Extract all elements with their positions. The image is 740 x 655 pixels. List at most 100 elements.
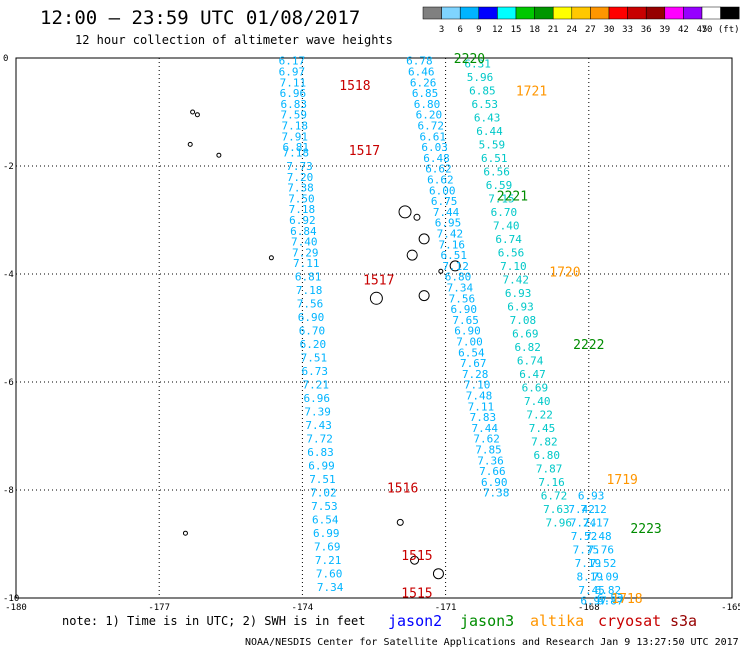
island-outline	[418, 290, 430, 302]
wave-height-point: 6.83	[307, 446, 334, 459]
footer-credit: NOAA/NESDIS Center for Satellite Applica…	[245, 637, 739, 648]
wave-height-point: 7.60	[316, 568, 343, 581]
wave-height-point: 6.81	[282, 141, 309, 154]
island-outline	[268, 255, 274, 261]
wave-height-point: 7.67	[460, 357, 487, 370]
wave-height-point: 7.45	[529, 422, 556, 435]
island-outline	[396, 518, 404, 526]
pass-time-label: 1516	[387, 481, 418, 496]
plot-area: -180 -177 -174 -171 -168 -165 0 -2 -4 -6 -8 -10 6.17…	[3, 52, 740, 613]
wave-height-point: 7.45	[578, 584, 605, 597]
wave-height-point: 7.43	[305, 419, 332, 432]
colorbar-label: 15	[511, 25, 522, 35]
wave-height-point: 6.48	[423, 152, 450, 165]
wave-height-point: 6.46	[408, 66, 435, 79]
wave-height-point: 6.31	[464, 57, 491, 70]
wave-height-point: 6.53	[471, 98, 498, 111]
island-outline	[438, 268, 444, 274]
island-outline	[432, 568, 444, 580]
wave-height-point: 6.80	[534, 449, 561, 462]
footer-note: note: 1) Time is in UTC; 2) SWH is in fe…	[62, 614, 365, 628]
wave-height-point: 7.76	[587, 543, 614, 556]
page-title: 12:00 – 23:59 UTC 01/08/2017	[40, 7, 360, 29]
wave-height-point: 6.93	[505, 287, 532, 300]
colorbar-swatch	[497, 6, 517, 20]
wave-height-point: 7.73	[286, 160, 313, 173]
satellite-legend-jason2: jason2	[388, 612, 442, 630]
wave-height-point: 6.62	[427, 174, 454, 187]
colorbar-swatch	[645, 6, 666, 20]
wave-height-point: 7.34	[447, 282, 474, 295]
wave-height-point: 7.38	[483, 487, 510, 500]
wave-height-point: 7.24	[570, 516, 597, 529]
wave-height-point: 7.11	[280, 76, 307, 89]
satellite-legend-cryosat: cryosat	[598, 612, 661, 630]
y-tick-label: -8	[3, 486, 14, 496]
wave-height-point: 7.18	[282, 147, 309, 160]
island-outline	[194, 112, 200, 118]
wave-height-point: 6.56	[498, 246, 525, 259]
y-tick-label: -6	[3, 378, 14, 388]
wave-height-point: 7.42	[437, 228, 464, 241]
wave-height-point: 6.51	[440, 249, 467, 262]
colorbar-swatch	[701, 6, 721, 20]
wave-height-point: 7.48	[585, 530, 612, 543]
wave-height-point: 6.56	[483, 165, 510, 178]
wave-height-point: 7.65	[452, 314, 479, 327]
wave-height-point: 6.74	[495, 233, 522, 246]
pass-time-label: 1517	[363, 273, 394, 288]
colorbar-label: 18	[529, 25, 540, 35]
wave-height-point: 7.38	[287, 182, 314, 195]
wave-height-point: 7.42	[503, 273, 530, 286]
wave-height-point: 6.96	[280, 87, 307, 100]
wave-height-point: 6.03	[421, 141, 448, 154]
wave-height-point: 7.36	[477, 454, 504, 467]
wave-height-point: 7.10	[464, 379, 491, 392]
colorbar-label: 30	[604, 25, 615, 35]
colorbar-swatch	[608, 6, 628, 20]
pass-time-label: 1517	[349, 144, 380, 159]
island-outline	[406, 249, 418, 261]
x-tick-label: -171	[435, 603, 457, 613]
colorbar-swatch	[683, 6, 703, 20]
pass-time-label: 2223	[630, 522, 661, 537]
wave-height-point: 6.85	[469, 84, 496, 97]
wave-height-point: 7.52	[571, 530, 598, 543]
island-outline	[410, 555, 420, 565]
wave-height-point: 6.20	[300, 338, 327, 351]
y-tick-label: 0	[3, 54, 8, 64]
wave-height-point: 7.51	[309, 473, 336, 486]
colorbar-swatch	[664, 6, 684, 20]
wave-height-point: 7.02	[310, 487, 337, 500]
wave-height-point: 6.62	[425, 163, 452, 176]
island-outline	[190, 109, 196, 115]
wave-height-point: 7.66	[479, 465, 506, 478]
wave-height-point: 6.93	[507, 300, 534, 313]
pass-time-label: 2220	[454, 52, 485, 67]
wave-height-point: 7.44	[471, 422, 498, 435]
pass-time-label: 2222	[573, 338, 604, 353]
colorbar-swatch	[515, 6, 535, 20]
island-outline	[216, 152, 222, 158]
wave-height-point: 6.84	[290, 225, 317, 238]
colorbar-swatch	[571, 6, 591, 20]
wave-height-point: 7.12	[580, 503, 607, 516]
colorbar-swatch	[590, 6, 610, 20]
wave-height-point: 7.09	[592, 570, 619, 583]
island-outline	[369, 291, 383, 305]
colorbar-label: 27	[585, 25, 596, 35]
colorbar-swatch	[459, 6, 480, 20]
wave-height-point: 6.44	[476, 125, 503, 138]
wave-height-point: 6.90	[454, 325, 481, 338]
wave-height-point: 7.51	[301, 352, 328, 365]
island-outline	[413, 213, 421, 221]
colorbar-label: 42	[678, 25, 689, 35]
wave-height-point: 7.18	[282, 120, 309, 133]
y-tick-label: -4	[3, 270, 14, 280]
wave-height-point: 7.18	[289, 203, 316, 216]
island-outline	[418, 233, 430, 245]
wave-height-point: 7.52	[590, 557, 617, 570]
colorbar-label: 3	[439, 25, 444, 35]
wave-height-point: 6.93	[578, 489, 605, 502]
wave-height-point: 6.78	[406, 55, 433, 68]
